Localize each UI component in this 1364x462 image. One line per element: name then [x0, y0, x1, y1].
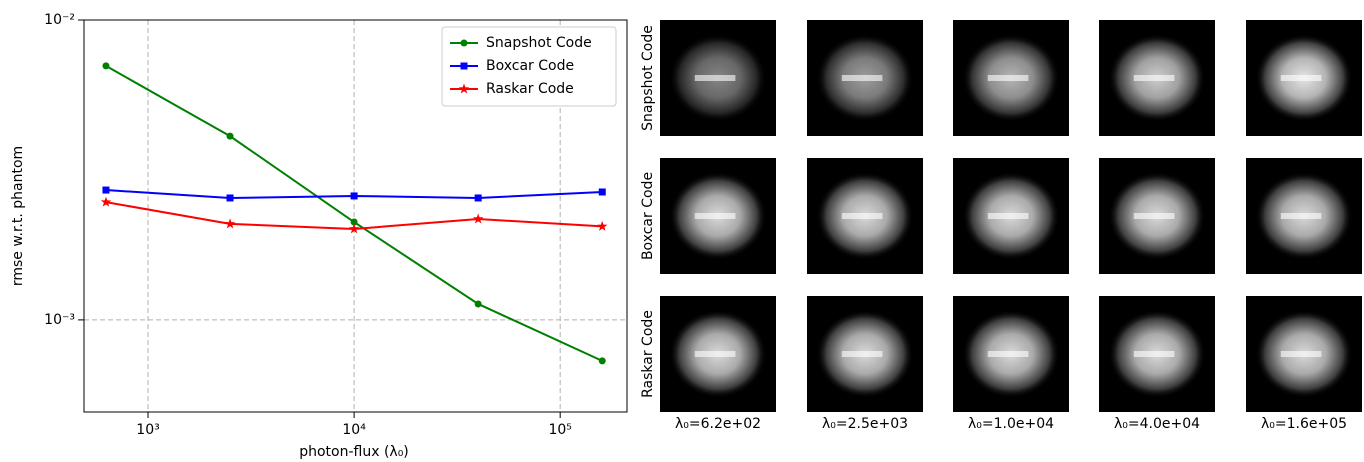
legend-marker [458, 83, 470, 94]
image-thumbnail [1246, 20, 1362, 136]
image-stripe [987, 213, 1029, 219]
point [474, 194, 482, 202]
image-stripe [1133, 75, 1175, 81]
image-stripe [1280, 213, 1322, 219]
point [472, 213, 484, 224]
image-stripe [1133, 213, 1175, 219]
image-stripe [1280, 75, 1322, 81]
point [350, 218, 358, 226]
x-tick-label: 10⁴ [342, 422, 366, 438]
image-thumbnail [807, 20, 923, 136]
x-tick-label: 10⁵ [548, 422, 571, 438]
row-label: Raskar Code [640, 310, 656, 398]
image-stripe [841, 351, 883, 357]
row-label: Boxcar Code [640, 172, 656, 260]
point [224, 218, 236, 229]
column-label: λ₀=2.5e+03 [822, 416, 908, 432]
point [102, 62, 110, 70]
legend-box [441, 26, 617, 107]
image-stripe [1133, 351, 1175, 357]
image-thumbnail [1099, 296, 1215, 412]
image-thumbnail [807, 158, 923, 274]
image-thumbnail [660, 158, 776, 274]
image-thumbnail [953, 158, 1069, 274]
plot-frame [83, 19, 628, 413]
image-stripe [987, 75, 1029, 81]
image-stripe [841, 75, 883, 81]
column-label: λ₀=1.6e+05 [1261, 416, 1347, 432]
image-thumbnail [1246, 158, 1362, 274]
legend-label: Boxcar Code [486, 58, 574, 74]
image-stripe [694, 351, 736, 357]
image-thumbnail [807, 296, 923, 412]
x-tick-label: 10³ [136, 422, 159, 438]
legend-marker [460, 62, 468, 70]
point [226, 132, 234, 140]
image-thumbnail [953, 20, 1069, 136]
legend-marker [460, 39, 468, 47]
point [102, 186, 110, 194]
point [348, 223, 360, 234]
image-stripe [841, 213, 883, 219]
column-label: λ₀=6.2e+02 [675, 416, 761, 432]
x-axis-label: photon-flux (λ₀) [299, 444, 409, 460]
image-thumbnail [1099, 20, 1215, 136]
image-thumbnail [1246, 296, 1362, 412]
column-label: λ₀=4.0e+04 [1114, 416, 1200, 432]
point [598, 188, 606, 196]
column-label: λ₀=1.0e+04 [968, 416, 1054, 432]
point [474, 300, 482, 308]
y-tick-label: 10⁻³ [44, 312, 75, 328]
point [100, 196, 112, 207]
image-thumbnail [953, 296, 1069, 412]
image-stripe [1280, 351, 1322, 357]
image-thumbnail [660, 20, 776, 136]
point [226, 194, 234, 202]
image-stripe [694, 75, 736, 81]
image-thumbnail [660, 296, 776, 412]
row-label: Snapshot Code [640, 25, 656, 131]
point [598, 357, 606, 365]
y-tick-label: 10⁻² [44, 12, 75, 28]
image-thumbnail [1099, 158, 1215, 274]
image-stripe [987, 351, 1029, 357]
image-stripe [694, 213, 736, 219]
y-axis-label: rmse w.r.t. phantom [10, 146, 26, 286]
point [597, 220, 608, 231]
legend-label: Raskar Code [486, 81, 574, 97]
legend-label: Snapshot Code [486, 35, 592, 51]
point [350, 192, 358, 200]
